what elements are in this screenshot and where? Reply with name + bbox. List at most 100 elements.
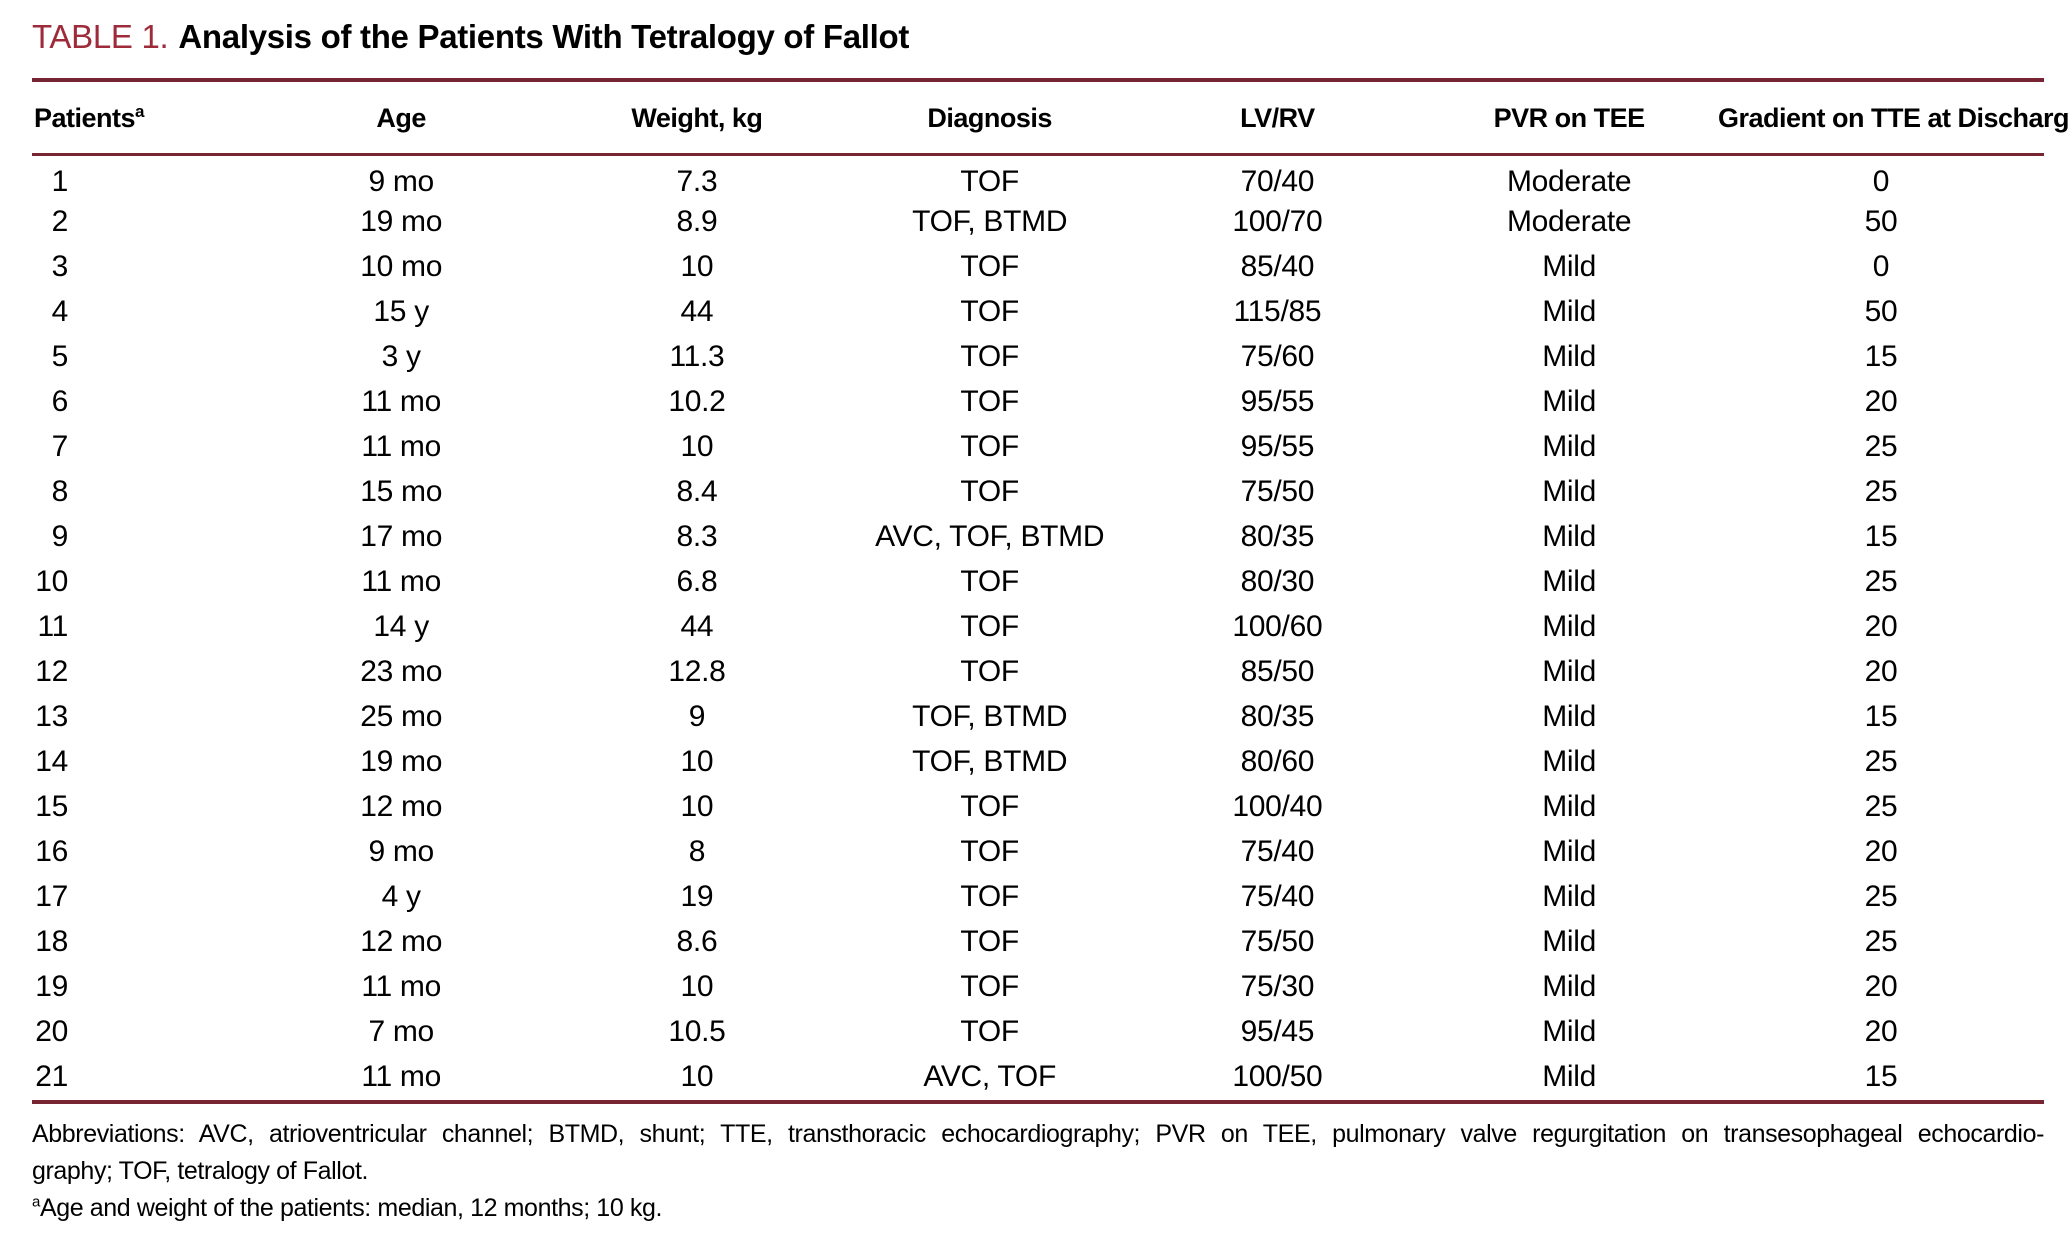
table-cell: Mild: [1542, 790, 1597, 823]
table-cell: 85/50: [1240, 655, 1315, 688]
table-cell: 20: [1864, 610, 1898, 643]
table-row: 11 14 y 44 TOF 100/60 Mild 20: [32, 605, 2044, 650]
table-cell: 11: [37, 610, 68, 643]
table-row: 14 19 mo 10 TOF, BTMD 80/60 Mild 25: [32, 740, 2044, 785]
column-header-weight: Weight, kg: [549, 82, 845, 156]
table-cell: Mild: [1542, 520, 1597, 553]
table-cell: TOF, BTMD: [912, 205, 1068, 238]
table-cell: 11 mo: [361, 970, 442, 1003]
table-row: 5 3 y 11.3 TOF 75/60 Mild 15: [32, 335, 2044, 380]
table-cell: TOF: [960, 610, 1019, 643]
table-cell: 11.3: [669, 340, 725, 373]
table-cell: 15 y: [373, 295, 429, 328]
table-cell: 80/60: [1240, 745, 1315, 778]
table-cell: 21: [35, 1060, 68, 1093]
table-cell: 25: [1864, 430, 1898, 463]
table-cell: 14: [35, 745, 68, 778]
column-header-diagnosis: Diagnosis: [844, 82, 1135, 156]
table-cell: 19: [680, 880, 714, 913]
table-cell: TOF: [960, 250, 1019, 283]
table-cell: 6: [51, 385, 69, 418]
table-cell: 15 mo: [360, 475, 443, 508]
table-cell: 20: [1864, 835, 1898, 868]
table-cell: 7: [51, 430, 69, 463]
table-row: 1 9 mo 7.3 TOF 70/40 Moderate 0: [32, 155, 2044, 200]
table-cell: 18: [35, 925, 68, 958]
table-cell: Mild: [1542, 925, 1597, 958]
table-cell: 15: [1864, 340, 1898, 373]
table-cell: 11 mo: [361, 565, 442, 598]
table-cell: 15: [1864, 520, 1898, 553]
table-cell: 15: [1864, 700, 1898, 733]
table-cell: TOF: [960, 790, 1019, 823]
table-cell: 25: [1864, 925, 1898, 958]
table-cell: TOF: [960, 880, 1019, 913]
table-cell: 4: [51, 295, 69, 328]
table-cell: Mild: [1542, 700, 1597, 733]
table-cell: 100/50: [1232, 1060, 1323, 1093]
table-cell: 115/85: [1233, 295, 1322, 328]
column-header-age: Age: [253, 82, 550, 156]
table-cell: 6.8: [676, 565, 718, 598]
table-cell: 100/60: [1232, 610, 1323, 643]
table-cell: 5: [51, 340, 69, 373]
table-cell: 80/30: [1240, 565, 1315, 598]
table-cell: 10: [680, 745, 714, 778]
table-cell: Moderate: [1506, 164, 1632, 198]
table-cell: 12: [35, 655, 68, 688]
table-title: Analysis of the Patients With Tetralogy …: [178, 18, 910, 55]
footnote-marker-a: a: [135, 102, 145, 121]
table-cell: 10: [680, 430, 714, 463]
patients-table: Patientsa Age Weight, kg Diagnosis LV/RV…: [32, 82, 2070, 1100]
table-cell: 44: [680, 295, 714, 328]
table-cell: TOF, BTMD: [912, 700, 1068, 733]
table-cell: AVC, TOF: [923, 1060, 1056, 1093]
table-row: 21 11 mo 10 AVC, TOF 100/50 Mild 15: [32, 1055, 2044, 1100]
table-cell: 11 mo: [361, 430, 442, 463]
abbreviations-note-line1: Abbreviations: AVC, atrioventricular cha…: [32, 1119, 2044, 1148]
table-row: 6 11 mo 10.2 TOF 95/55 Mild 20: [32, 380, 2044, 425]
table-cell: TOF, BTMD: [912, 745, 1068, 778]
table-cell: 25: [1864, 565, 1898, 598]
table-cell: TOF: [960, 340, 1019, 373]
table-cell: 19: [35, 970, 68, 1003]
age-weight-footnote: aAge and weight of the patients: median,…: [32, 1193, 663, 1222]
table-cell: 20: [35, 1015, 68, 1048]
table-cell: 20: [1864, 1015, 1898, 1048]
table-cell: TOF: [960, 295, 1019, 328]
table-cell: 20: [1864, 970, 1898, 1003]
table-row: 12 23 mo 12.8 TOF 85/50 Mild 20: [32, 650, 2044, 695]
table-cell: 16: [35, 835, 68, 868]
table-row: 19 11 mo 10 TOF 75/30 Mild 20: [32, 965, 2044, 1010]
table-cell: 25: [1864, 475, 1898, 508]
table-cell: 4 y: [381, 880, 421, 913]
table-cell: 25: [1864, 880, 1898, 913]
table-cell: 10.2: [668, 385, 726, 418]
table-row: 8 15 mo 8.4 TOF 75/50 Mild 25: [32, 470, 2044, 515]
column-header-pvr: PVR on TEE: [1420, 82, 1718, 156]
table-cell: 23 mo: [360, 655, 443, 688]
table-row: 16 9 mo 8 TOF 75/40 Mild 20: [32, 830, 2044, 875]
table-cell: 10: [680, 970, 714, 1003]
table-row: 18 12 mo 8.6 TOF 75/50 Mild 25: [32, 920, 2044, 965]
table-cell: 25: [1864, 745, 1898, 778]
table-row: 13 25 mo 9 TOF, BTMD 80/35 Mild 15: [32, 695, 2044, 740]
table-row: 10 11 mo 6.8 TOF 80/30 Mild 25: [32, 560, 2044, 605]
table-cell: 12 mo: [360, 790, 443, 823]
table-cell: 15: [1864, 1060, 1898, 1093]
table-cell: 11 mo: [361, 385, 442, 418]
table-cell: Mild: [1542, 430, 1597, 463]
table-cell: 19 mo: [360, 745, 443, 778]
table-cell: 0: [1872, 250, 1890, 283]
column-header-lvrv: LV/RV: [1134, 82, 1421, 156]
table-cell: 75/30: [1240, 970, 1315, 1003]
table-cell: Mild: [1542, 880, 1597, 913]
table-row: 15 12 mo 10 TOF 100/40 Mild 25: [32, 785, 2044, 830]
table-cell: 1: [51, 164, 69, 198]
table-cell: 75/50: [1240, 925, 1315, 958]
table-cell: 19 mo: [360, 205, 443, 238]
table-row: 20 7 mo 10.5 TOF 95/45 Mild 20: [32, 1010, 2044, 1055]
table-header: Patientsa Age Weight, kg Diagnosis LV/RV…: [32, 82, 2070, 156]
table-cell: 8.6: [676, 925, 718, 958]
